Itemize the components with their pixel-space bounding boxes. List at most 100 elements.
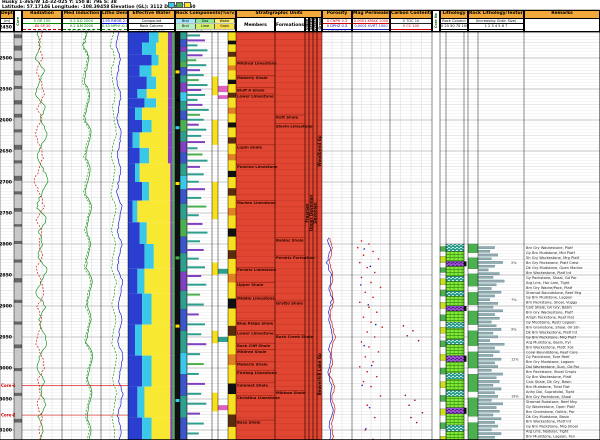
subheader-label: System (313, 17, 317, 32)
track-title: Litho Density (102, 11, 127, 19)
svg-text:2900: 2900 (0, 304, 12, 310)
scale-row: 1 2 3 4 5 6 7 (469, 24, 523, 31)
svg-text:Baldoc Shale: Baldoc Shale (276, 237, 304, 242)
svg-text:Lower Limestone: Lower Limestone (237, 94, 274, 99)
track-title: Med Induction (63, 11, 100, 19)
rotated-header-label: Core (16, 16, 20, 26)
svg-text:Gy Mudstone, Restr Lagoon: Gy Mudstone, Restr Lagoon (526, 321, 576, 325)
svg-text:Perdrix Limestone: Perdrix Limestone (237, 267, 277, 272)
track-title: Porosity (323, 11, 351, 19)
scale-row: 0.0001 KVRT 1000 (353, 24, 389, 31)
svg-text:Frasnian: Frasnian (304, 203, 309, 222)
scale-row: 0.45 NPHI -0.15 (102, 24, 127, 31)
svg-text:Rock Cliff Shale: Rock Cliff Shale (237, 343, 271, 348)
component-cell: Bnd (176, 24, 196, 30)
svg-text:Gy Brn Mudstone, Lagoon: Gy Brn Mudstone, Lagoon (526, 296, 572, 300)
svg-text:Devonian: Devonian (312, 202, 317, 223)
track-title: Remarks (525, 11, 599, 19)
svg-text:2450: 2450 (0, 25, 12, 31)
svg-text:2950: 2950 (0, 335, 12, 341)
svg-text:Stromat Rudstone, Reef Mrg: Stromat Rudstone, Reef Mrg (526, 400, 577, 404)
svg-text:Gy Packstone, Fore Reef: Gy Packstone, Fore Reef (526, 355, 570, 359)
subheader-label: Formations (276, 22, 304, 28)
component-cell: Lime (195, 24, 216, 30)
track-header-series: Series (309, 16, 313, 32)
svg-text:Sh Gry Wackestone, Mrg Platf: Sh Gry Wackestone, Mrg Platf (526, 256, 580, 260)
track-header-members: Members (236, 16, 275, 32)
rotated-header-label: Core No (434, 13, 438, 29)
track-header-group: Group (317, 16, 322, 32)
svg-text:Mikkwa Shale: Mikkwa Shale (276, 390, 306, 395)
svg-text:Brn Wackestone, Platf Int: Brn Wackestone, Platf Int (526, 420, 572, 424)
svg-text:Brn Gry Wacke/Pack, Platf: Brn Gry Wacke/Pack, Platf (526, 286, 573, 290)
svg-text:Woodbend Gp: Woodbend Gp (317, 135, 322, 167)
svg-text:Mildred Shale: Mildred Shale (237, 349, 267, 354)
scale-row: 0 PHIE 0.3 (323, 30, 351, 31)
svg-text:Base Shale: Base Shale (237, 420, 261, 425)
svg-text:Coral Boundstone, Reef Core: Coral Boundstone, Reef Core (526, 350, 579, 354)
component-cell: Gas (195, 18, 216, 24)
scale-row: Rock Column (129, 24, 174, 31)
svg-text:Core 2: Core 2 (1, 413, 16, 418)
scale-row: 0 25 50 75 100 (129, 30, 174, 31)
svg-text:Brn Wackestone, Platf Int: Brn Wackestone, Platf Int (526, 271, 572, 275)
subheader-label: Series (309, 18, 313, 31)
svg-text:Brn Wackestone, Platf, Fos: Brn Wackestone, Platf, Fos (526, 345, 574, 349)
svg-text:Calc Shale, Dk Gry, Basin: Calc Shale, Dk Gry, Basin (526, 380, 572, 384)
svg-text:3100: 3100 (0, 428, 12, 434)
scale-row: 0 CNPH 0.3 (323, 19, 351, 25)
scale-row: Bnd Gas Water (176, 18, 235, 25)
svg-text:Bluff A Shale: Bluff A Shale (237, 87, 265, 92)
svg-text:Arg Lms, Hor Lam, Tight: Arg Lms, Hor Lam, Tight (526, 281, 570, 285)
titlebar: Husky 1-36S/W 14-32-025 Y: 150 B: 79E S:… (2, 0, 195, 10)
legend-swatch (184, 2, 191, 8)
svg-text:Lower Limestone: Lower Limestone (237, 330, 274, 335)
svg-text:2850: 2850 (0, 273, 12, 279)
svg-text:Upper Devonian: Upper Devonian (308, 195, 313, 231)
svg-text:Moberly Shale: Moberly Shale (237, 75, 268, 80)
svg-text:Brn Packstone, Shoal Cmplx: Brn Packstone, Shoal Cmplx (526, 370, 577, 374)
scale-row: 140 DT 40 (102, 30, 127, 31)
subheader-label: Group (317, 18, 322, 31)
svg-text:Gy Brn Mudstone, Mid Platf: Gy Brn Mudstone, Mid Platf (526, 251, 576, 255)
component-cell: Water (215, 18, 235, 24)
svg-text:Marten Limestone: Marten Limestone (237, 200, 276, 205)
track-title: Carbon Contents (391, 11, 431, 19)
svg-text:12%: 12% (511, 357, 519, 361)
scale-row: C. P. grains (176, 30, 235, 31)
svg-text:Brn Gry Wackestone, Platf: Brn Gry Wackestone, Platf (526, 246, 574, 250)
svg-text:Beaverhill Lake Gp: Beaverhill Lake Gp (317, 353, 322, 395)
scale-row: 0 CC 100 (391, 24, 431, 31)
svg-text:Dol Wackestone, Sucr, Gd Por: Dol Wackestone, Sucr, Gd Por (526, 365, 580, 369)
track-title: Radiation (23, 11, 61, 19)
track-header-depth: Depth(m) (0, 10, 14, 32)
scale-row: 0 GR 150 (23, 19, 61, 25)
svg-text:Amph Packstone, Reef Flat: Amph Packstone, Reef Flat (526, 316, 575, 320)
svg-text:Brn Grainstone, Shoal, Oil Stn: Brn Grainstone, Shoal, Oil Stn (526, 325, 579, 329)
svg-text:Gy Brn Wackestone, Platf: Gy Brn Wackestone, Platf (526, 375, 572, 379)
svg-text:Gy Wackestone, Open Platf: Gy Wackestone, Open Platf (526, 405, 575, 409)
track-header-carbon-contents: Carbon Contents 0 TOC 10 0 CC 100 (390, 10, 432, 32)
scale-row: 0.2 SFLU 2000 (63, 30, 100, 31)
svg-text:2700: 2700 (0, 180, 12, 186)
track-header-system: System (313, 16, 317, 32)
mini-legend (168, 2, 191, 8)
svg-text:Arg Lms, Nodular, Tight: Arg Lms, Nodular, Tight (526, 430, 569, 434)
scale-row: -80 SP 20 (23, 24, 61, 31)
svg-text:2750: 2750 (0, 211, 12, 217)
svg-text:Brn Packstone, Shoal, Vuggy: Brn Packstone, Shoal, Vuggy (526, 301, 578, 305)
track-header-core-no: Core No (432, 10, 440, 32)
track-header-stage: Stage (305, 16, 309, 32)
svg-text:Dk Gry Mudstone, Basin: Dk Gry Mudstone, Basin (526, 415, 569, 419)
svg-text:Perdrix Formation: Perdrix Formation (276, 255, 315, 260)
svg-text:Gy Packstone, Shoal, Gd Por: Gy Packstone, Shoal, Gd Por (526, 276, 577, 280)
svg-text:Blue Ridge Shale: Blue Ridge Shale (237, 320, 274, 325)
svg-text:Firebag Limestone: Firebag Limestone (237, 370, 277, 375)
svg-text:Calc Shale, Gn Gry, Basin: Calc Shale, Gn Gry, Basin (526, 306, 572, 310)
track-title: Depth (1, 11, 13, 19)
svg-text:7%: 7% (511, 298, 517, 302)
svg-text:2600: 2600 (0, 118, 12, 124)
track-title: Rock Components(%v/v) (176, 11, 235, 19)
